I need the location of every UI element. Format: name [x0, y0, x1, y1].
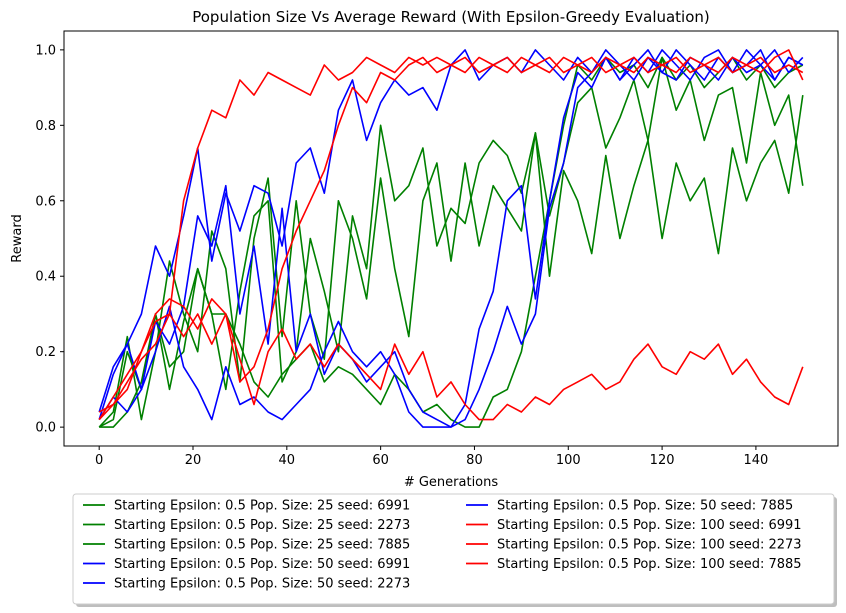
y-tick-label: 0.6	[35, 194, 56, 209]
x-tick-label: 0	[95, 453, 103, 468]
legend-label: Starting Epsilon: 0.5 Pop. Size: 50 seed…	[497, 499, 793, 514]
y-tick-label: 0.8	[35, 119, 56, 134]
series-line-8	[98, 298, 804, 421]
x-tick-label: 120	[650, 453, 675, 468]
legend-label: Starting Epsilon: 0.5 Pop. Size: 100 see…	[497, 557, 802, 572]
y-axis: 0.0 0.2 0.4 0.6 0.8 1.0	[35, 43, 64, 436]
legend-item-1: Starting Epsilon: 0.5 Pop. Size: 25 seed…	[83, 499, 410, 514]
legend-box	[72, 493, 835, 605]
x-tick-label: 140	[743, 453, 768, 468]
legend-item-4: Starting Epsilon: 0.5 Pop. Size: 50 seed…	[83, 557, 410, 572]
series-line-3	[99, 56, 804, 428]
series-line-9	[98, 56, 804, 413]
plot-area	[63, 30, 839, 447]
legend-item-8: Starting Epsilon: 0.5 Pop. Size: 100 see…	[466, 538, 802, 553]
legend-item-3: Starting Epsilon: 0.5 Pop. Size: 25 seed…	[83, 538, 410, 553]
legend-entries: Starting Epsilon: 0.5 Pop. Size: 25 seed…	[83, 499, 802, 592]
legend-label: Starting Epsilon: 0.5 Pop. Size: 100 see…	[497, 518, 802, 533]
y-tick-label: 1.0	[35, 43, 56, 58]
legend-item-7: Starting Epsilon: 0.5 Pop. Size: 100 see…	[466, 518, 802, 533]
x-tick-label: 80	[466, 453, 483, 468]
y-tick-label: 0.0	[35, 421, 56, 436]
series-line-2	[98, 94, 804, 428]
legend-label: Starting Epsilon: 0.5 Pop. Size: 25 seed…	[114, 499, 410, 514]
legend-item-5: Starting Epsilon: 0.5 Pop. Size: 50 seed…	[83, 577, 410, 592]
legend: Starting Epsilon: 0.5 Pop. Size: 25 seed…	[72, 493, 837, 607]
x-axis-label: # Generations	[404, 475, 499, 490]
legend-item-2: Starting Epsilon: 0.5 Pop. Size: 25 seed…	[83, 518, 410, 533]
x-tick-label: 20	[185, 453, 202, 468]
y-tick-label: 0.4	[35, 270, 56, 285]
y-tick-label: 0.2	[35, 345, 56, 360]
y-axis-label: Reward	[10, 214, 25, 262]
series-group	[98, 49, 804, 428]
series-line-1	[98, 56, 804, 428]
legend-label: Starting Epsilon: 0.5 Pop. Size: 25 seed…	[114, 518, 410, 533]
x-tick-label: 60	[372, 453, 389, 468]
legend-item-6: Starting Epsilon: 0.5 Pop. Size: 50 seed…	[466, 499, 793, 514]
series-line-6	[98, 49, 804, 428]
chart-title: Population Size Vs Average Reward (With …	[192, 8, 710, 26]
x-tick-label: 40	[279, 453, 296, 468]
legend-label: Starting Epsilon: 0.5 Pop. Size: 50 seed…	[114, 577, 410, 592]
legend-label: Starting Epsilon: 0.5 Pop. Size: 25 seed…	[114, 538, 410, 553]
x-tick-label: 100	[556, 453, 581, 468]
x-axis: 0 20 40 60 80 100 120 140	[95, 446, 768, 468]
legend-label: Starting Epsilon: 0.5 Pop. Size: 100 see…	[497, 538, 802, 553]
legend-label: Starting Epsilon: 0.5 Pop. Size: 50 seed…	[114, 557, 410, 572]
legend-item-9: Starting Epsilon: 0.5 Pop. Size: 100 see…	[466, 557, 802, 572]
